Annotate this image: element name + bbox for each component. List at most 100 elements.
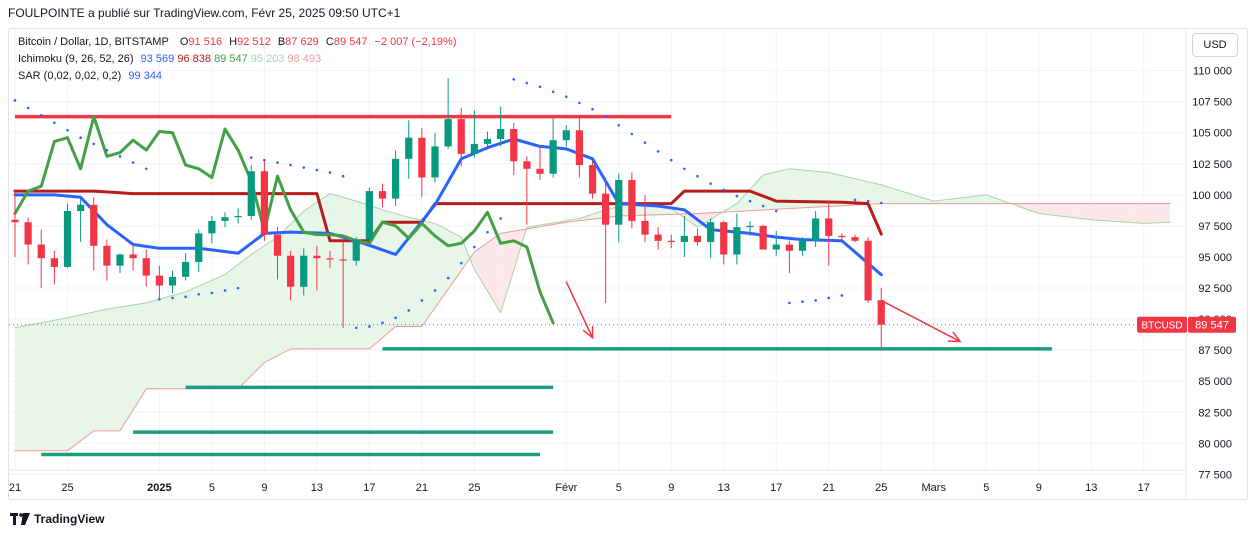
candle-body [142,258,150,276]
sar-dot [696,174,699,178]
candle-body [746,225,754,228]
trend-arrow-shaft [565,281,594,339]
cloud-segment [54,317,68,451]
cloud-segment [1130,203,1144,224]
candle-body [77,204,85,212]
price-tag-value: 89 547 [1195,320,1229,332]
sar-dot [210,291,214,295]
candle-body [208,220,216,234]
candle-body [549,140,557,174]
cloud-segment [41,320,55,451]
sar-dot [118,155,122,158]
candle-body [798,240,807,251]
candle-body [720,222,728,255]
candle-body [221,217,229,221]
candle-body [339,259,347,261]
cloud-segment [343,197,357,349]
cloud-segment [211,274,225,389]
sar-dot [801,300,804,303]
candle-body [825,218,833,236]
cloud-segment [763,171,777,210]
sar-dot [499,217,502,220]
legend-sar-label: SAR (0,02, 0,02, 0,2) [18,70,122,82]
sar-dot [617,123,621,127]
cloud-segment [736,189,750,212]
legend-senkou-b-value: 98 493 [287,53,322,65]
candle-body [11,219,19,223]
y-tick-label: 87 500 [1198,345,1232,357]
sar-dot [604,115,607,118]
candle-body [877,300,885,325]
candle-body [641,220,649,235]
price-tag-symbol-bg [1137,316,1187,333]
candle-body [50,258,58,267]
x-tick-label: 21 [823,482,835,494]
y-tick-label: 85 000 [1198,376,1232,388]
cloud-segment [238,254,252,389]
x-tick-label: 17 [363,482,375,494]
candle-body [260,171,268,235]
sar-dot [394,316,397,320]
y-tick-label: 100 000 [1192,190,1232,202]
cloud-segment [894,188,908,204]
cloud-segment [120,305,134,431]
candle-body [234,215,242,218]
sar-dot [853,198,857,202]
legend-senkou-a-value: 95 203 [250,53,285,65]
tradingview-logo[interactable]: TradingView [10,512,104,526]
x-tick-label: 5 [616,482,622,494]
x-tick-label: Févr [555,482,577,494]
tradingview-icon [10,513,30,525]
sar-dot [289,163,292,167]
cloud-segment [1025,203,1039,214]
candle-body [313,255,321,259]
sar-dot [263,158,266,162]
legend-ohlc-row: Bitcoin / Dollar, 1D, BITSTAMP O91 516 H… [18,34,457,51]
legend-low-value: 87 629 [285,36,319,48]
x-tick-label: 9 [1036,482,1042,494]
candle-body [785,244,793,251]
cloud-segment [881,184,895,204]
cloud-segment [303,202,317,349]
sar-dot [683,167,686,171]
candle-body [405,137,413,159]
candle-body [378,191,387,199]
legend-high-value: 92 512 [237,36,271,48]
cloud-segment [1104,203,1118,222]
candle-body [418,137,426,178]
sar-dot [669,158,673,162]
cloud-segment [776,168,790,210]
trend-arrow-head [582,325,594,340]
legend-kijun-value: 96 838 [177,53,211,65]
cloud-segment [1117,203,1131,223]
sar-dot [774,209,778,213]
ichimoku-cloud [15,168,1170,451]
y-tick-label: 77 500 [1198,469,1232,481]
cloud-segment [159,295,173,389]
sar-dot [407,309,411,312]
cloud-segment [93,309,107,431]
candle-body [562,130,570,141]
candle-body [168,276,177,286]
sar-dot [591,107,594,111]
candle-body [497,129,505,139]
cloud-segment [907,192,921,204]
cloud-segment [1091,203,1105,221]
sar-dot [446,276,450,280]
legend-close-value: 89 547 [333,36,368,48]
candle-body [838,235,846,238]
candle-body [523,161,531,169]
cloud-segment [841,175,855,206]
cloud-segment [330,193,344,349]
cloud-segment [933,199,947,204]
currency-button[interactable]: USD [1192,33,1238,57]
sar-dot [13,99,17,102]
cloud-segment [290,211,304,349]
sar-dot [144,167,148,171]
price-tag-symbol: BTCUSD [1141,321,1182,332]
x-tick-label: 21 [9,482,21,494]
legend-ichimoku-label: Ichimoku (9, 26, 52, 26) [18,53,134,65]
sar-dot [276,161,279,164]
sar-dot [761,204,765,208]
